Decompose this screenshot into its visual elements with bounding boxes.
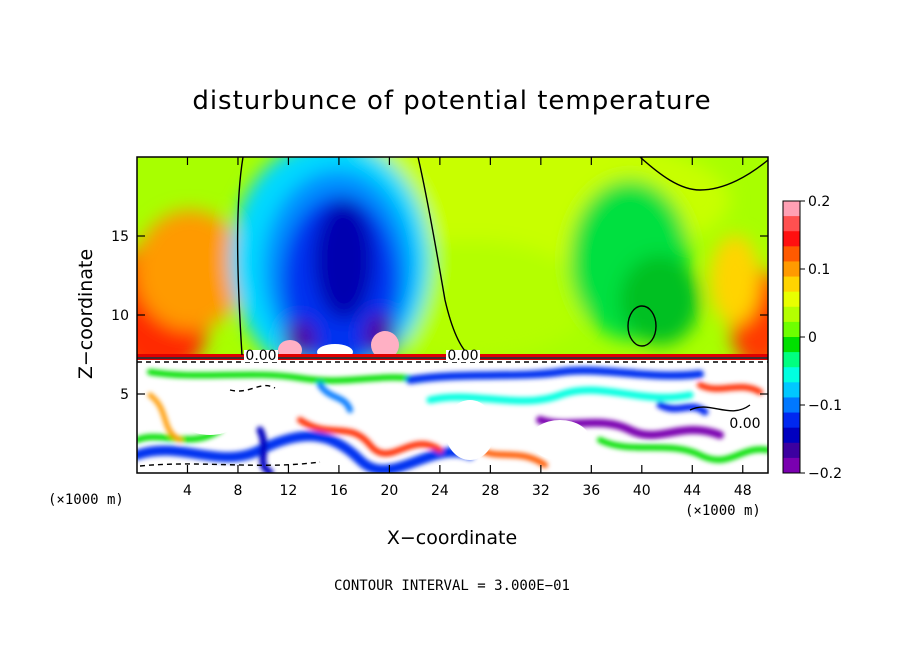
colorbar-swatch: [783, 231, 800, 247]
x-tick-label: 8: [233, 483, 242, 499]
colorbar-swatch: [783, 246, 800, 262]
colorbar-swatch: [783, 261, 800, 278]
colorbar-swatch: [783, 442, 800, 459]
colorbar-tick-label: 0: [808, 330, 817, 346]
contour-label: 0.00: [447, 348, 478, 364]
colorbar-swatch: [783, 352, 800, 368]
colorbar-tick-label: 0.1: [808, 262, 830, 278]
y-tick-label: 10: [111, 308, 129, 324]
x-tick-label: 20: [380, 483, 398, 499]
colorbar-tick-label: 0.2: [808, 194, 830, 210]
contour-label: 0.00: [729, 416, 760, 432]
x-tick-label: 44: [683, 483, 701, 499]
contour-label: 0.00: [245, 348, 276, 364]
x-tick-label: 24: [431, 483, 449, 499]
colorbar-swatch: [783, 276, 800, 293]
colorbar-swatch: [783, 337, 800, 353]
colorbar-swatch: [783, 457, 800, 474]
x-tick-label: 32: [532, 483, 550, 499]
x-tick-label: 36: [582, 483, 600, 499]
x-unit-label-right: (×1000 m): [685, 503, 761, 519]
y-tick-label: 5: [120, 387, 129, 403]
colorbar-swatch: [783, 427, 800, 444]
colorbar-tick-label: −0.1: [808, 398, 842, 414]
y-axis: 5 10 15: [111, 229, 768, 403]
x-tick-label: 48: [734, 483, 752, 499]
contour-interval-note: CONTOUR INTERVAL = 3.000E−01: [333, 578, 570, 594]
y-tick-label: 15: [111, 229, 129, 245]
chart-title: disturbunce of potential temperature: [192, 86, 712, 116]
x-unit-label-left: (×1000 m): [48, 492, 124, 508]
colorbar-swatch: [783, 291, 800, 308]
colorbar-swatch: [783, 306, 800, 323]
x-tick-label: 16: [330, 483, 348, 499]
temperature-field: 0.00 0.00 0.00: [137, 157, 768, 473]
x-tick-label: 40: [633, 483, 651, 499]
colorbar-swatch: [783, 397, 800, 414]
x-tick-label: 12: [280, 483, 298, 499]
colorbar-swatch: [783, 367, 800, 383]
x-tick-label: 28: [481, 483, 499, 499]
x-axis-label: X−coordinate: [386, 527, 518, 549]
x-tick-label: 4: [183, 483, 192, 499]
colorbar-swatch: [783, 382, 800, 398]
colorbar-swatch: [783, 216, 800, 232]
colorbar-tick-label: −0.2: [808, 466, 842, 482]
x-axis: 4 8 12 16 20 24 28 32 36 40 44 48: [183, 157, 752, 499]
colorbar-swatch: [783, 412, 800, 429]
colorbar-swatch: [783, 201, 800, 217]
colorbar-swatch: [783, 321, 800, 338]
colorbar: 0.2 0.1 0 −0.1 −0.2: [782, 194, 842, 482]
